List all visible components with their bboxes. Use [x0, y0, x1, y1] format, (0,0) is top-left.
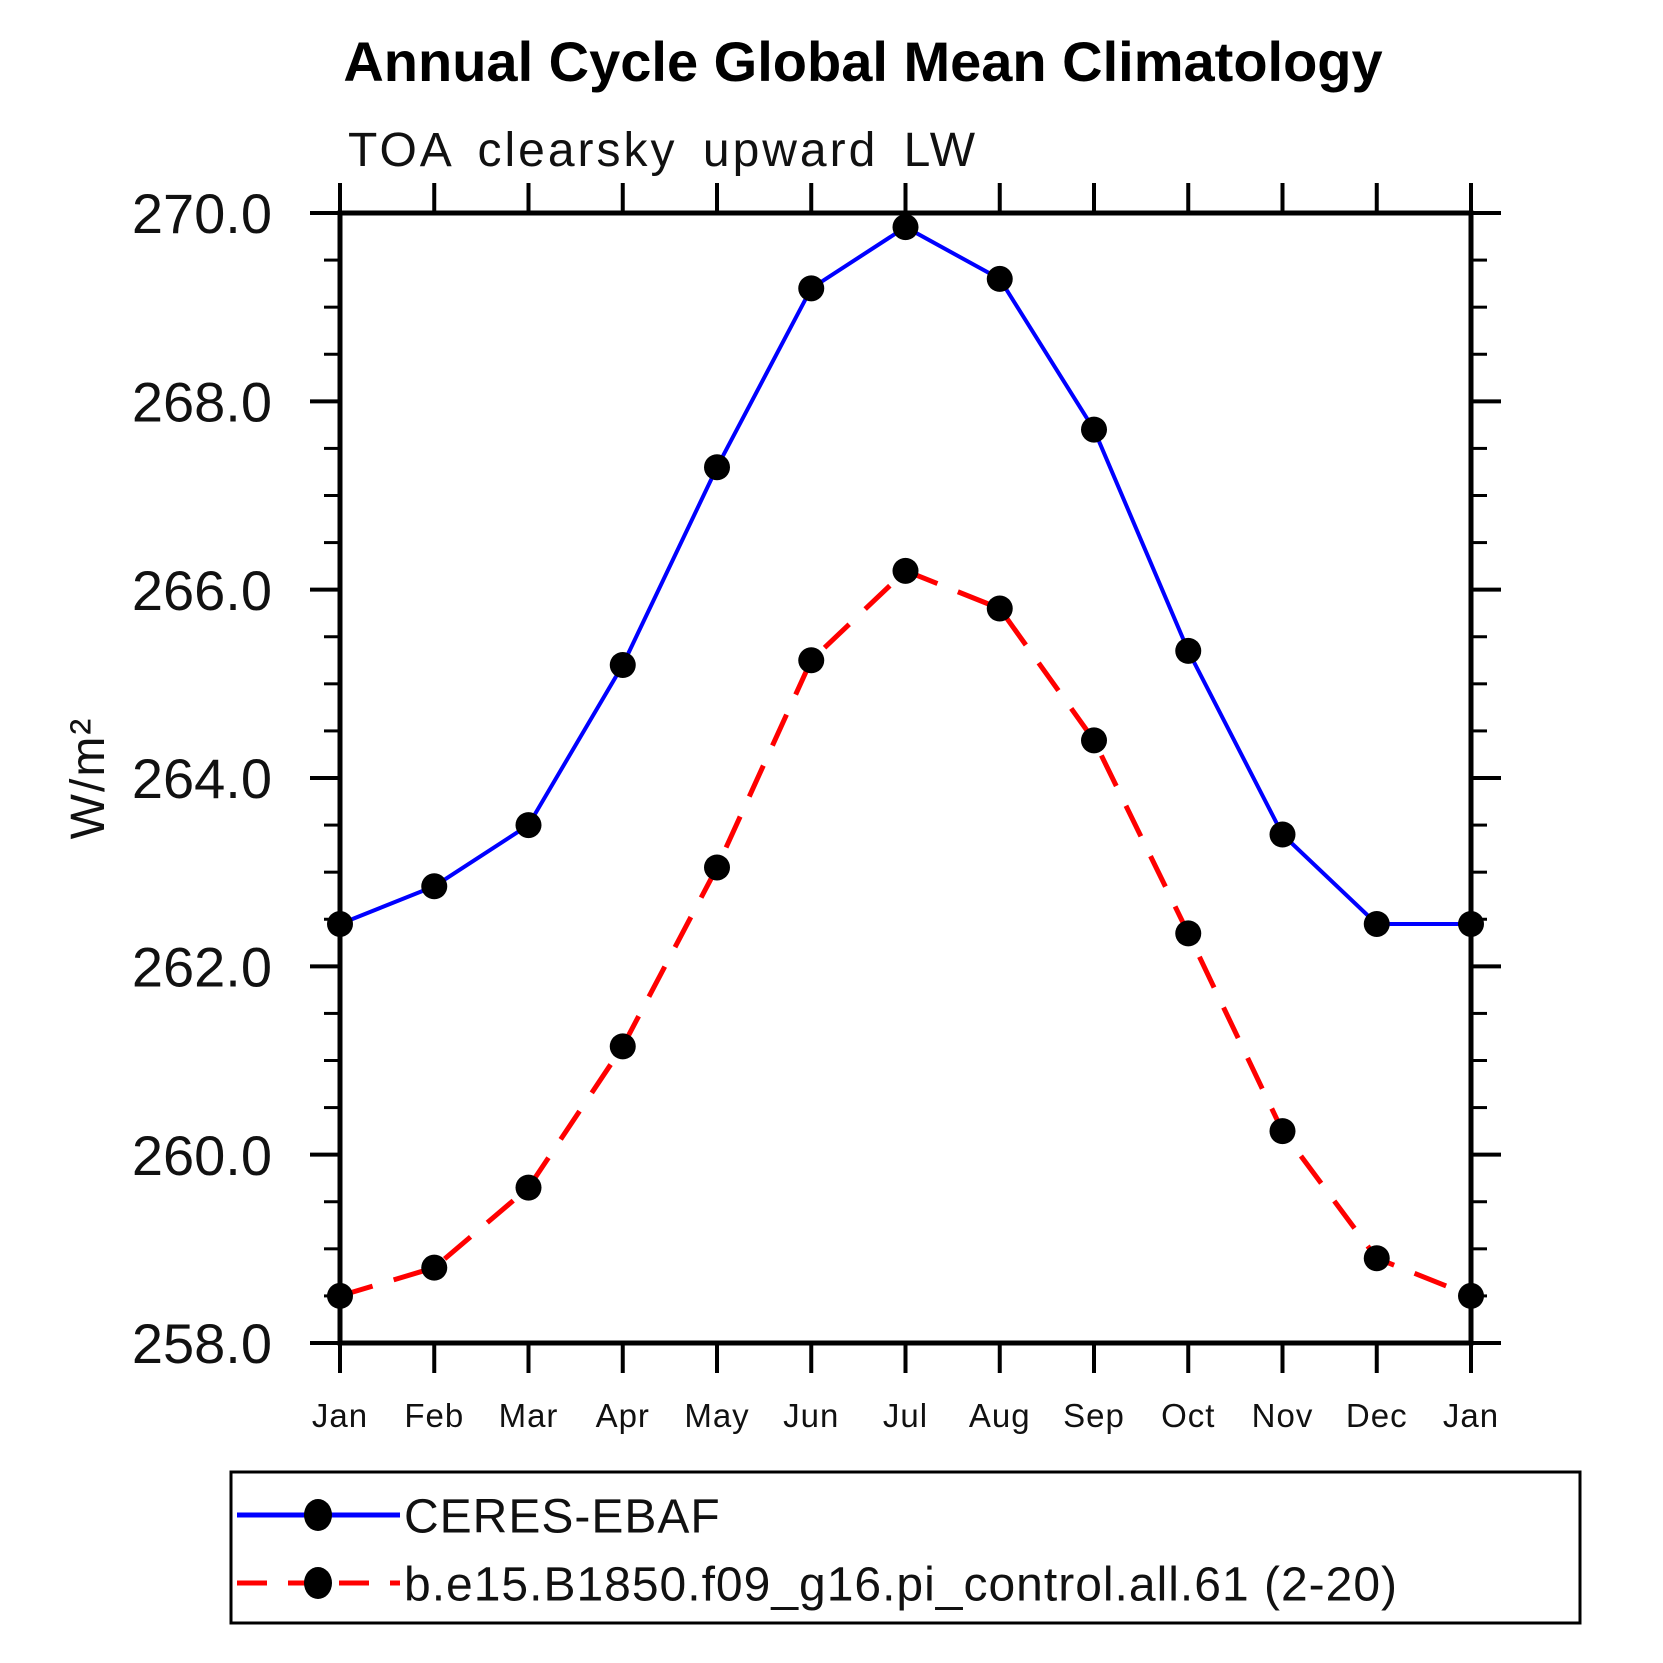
data-point-marker: [986, 265, 1013, 292]
y-axis-label: W/m²: [62, 717, 115, 840]
data-point-marker: [1458, 1282, 1484, 1309]
x-tick-label: Dec: [1346, 1397, 1408, 1434]
x-tick-label: May: [684, 1397, 749, 1434]
data-point-marker: [892, 214, 919, 241]
y-tick-label: 264.0: [132, 747, 272, 810]
legend-marker-circle: [304, 1567, 332, 1599]
series-group: [327, 214, 1484, 1309]
data-point-marker: [986, 595, 1013, 622]
legend: CERES-EBAF b.e15.B1850.f09_g16.pi_contro…: [229, 1470, 1582, 1625]
y-tick-labels: 258.0 260.0 262.0 264.0 266.0 268.0 270.0: [132, 182, 272, 1375]
data-point-marker: [1269, 821, 1296, 848]
data-point-marker: [1175, 637, 1202, 664]
x-tick-labels: Jan Feb Mar Apr May Jun Jul Aug Sep Oct Nov Dec Jan: [312, 1397, 1499, 1434]
y-tick-label: 268.0: [132, 370, 272, 433]
data-point-marker: [327, 1282, 353, 1309]
data-point-marker: [515, 812, 542, 839]
x-tick-label: Apr: [596, 1397, 650, 1434]
data-point-marker: [1363, 910, 1390, 937]
legend-box: [229, 1470, 1582, 1625]
data-point-marker: [1458, 910, 1484, 937]
y-tick-label: 260.0: [132, 1124, 272, 1187]
chart-subtitle: TOA clearsky upward LW: [348, 124, 978, 177]
data-point-marker: [1175, 920, 1202, 947]
data-point-marker: [892, 557, 919, 584]
x-tick-label: Jun: [783, 1397, 839, 1434]
data-point-marker: [1081, 416, 1107, 443]
x-tick-label: Aug: [969, 1397, 1031, 1434]
data-point-marker: [515, 1174, 542, 1201]
data-point-marker: [421, 873, 448, 900]
data-point-marker: [798, 275, 825, 302]
legend-entry-model: b.e15.B1850.f09_g16.pi_control.all.61 (2…: [237, 1558, 1398, 1611]
data-point-marker: [327, 910, 353, 937]
x-tick-label: Nov: [1252, 1397, 1314, 1434]
x-tick-label: Oct: [1161, 1397, 1215, 1434]
chart-title: Annual Cycle Global Mean Climatology: [343, 30, 1382, 93]
legend-label: CERES-EBAF: [404, 1490, 721, 1543]
x-tick-label: Mar: [499, 1397, 559, 1434]
x-tick-label: Jul: [883, 1397, 928, 1434]
data-point-marker: [609, 652, 636, 678]
data-point-marker: [1269, 1118, 1296, 1145]
x-tick-label: Sep: [1063, 1397, 1125, 1434]
legend-label: b.e15.B1850.f09_g16.pi_control.all.61 (2…: [404, 1558, 1398, 1611]
y-tick-label: 270.0: [132, 182, 272, 245]
data-point-marker: [1081, 727, 1107, 754]
data-point-marker: [704, 454, 730, 481]
x-tick-label: Jan: [312, 1397, 368, 1434]
data-point-marker: [1363, 1245, 1390, 1272]
series-line-1: [339, 567, 1472, 1299]
data-point-marker: [421, 1254, 448, 1281]
y-tick-label: 266.0: [132, 559, 272, 622]
plot-frame: [337, 210, 1474, 1346]
y-tick-label: 258.0: [132, 1312, 272, 1375]
data-point-marker: [704, 854, 730, 881]
data-point-marker: [798, 647, 825, 674]
axis-ticks: [310, 183, 1501, 1373]
data-point-marker: [609, 1033, 636, 1060]
y-tick-label: 262.0: [132, 935, 272, 998]
legend-marker-circle: [304, 1499, 332, 1531]
x-tick-label: Feb: [404, 1397, 464, 1434]
legend-entry-ceres: CERES-EBAF: [237, 1490, 721, 1543]
x-tick-label: Jan: [1443, 1397, 1499, 1434]
